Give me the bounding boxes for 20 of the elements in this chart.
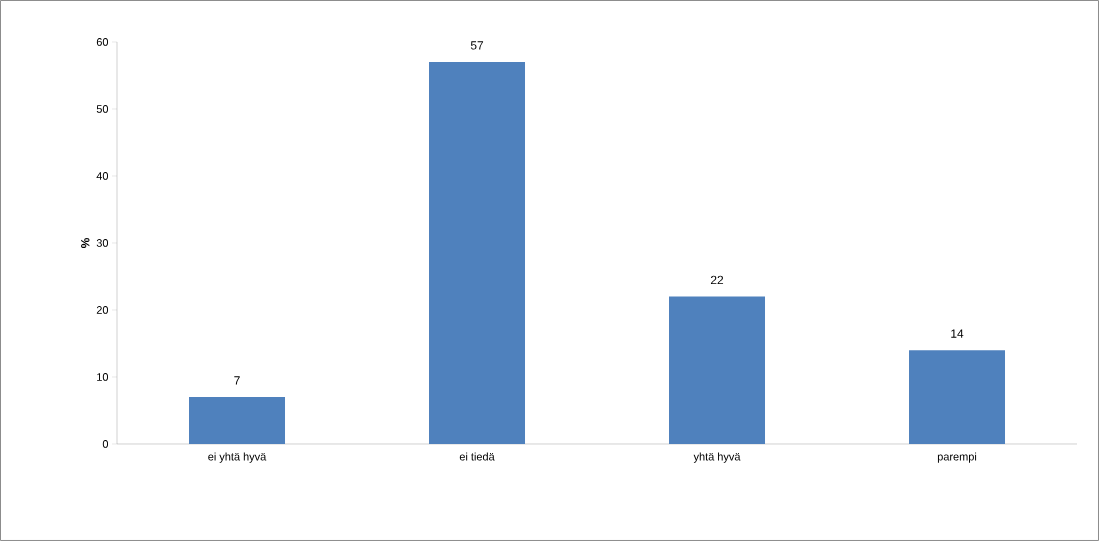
x-tick-label: parempi xyxy=(937,452,977,463)
data-label: 22 xyxy=(710,275,724,285)
y-axis-title: % xyxy=(81,237,90,249)
data-label: 14 xyxy=(951,329,964,338)
y-tick-label: 10 xyxy=(97,373,109,381)
x-tick-label: ei yhtä hyvä xyxy=(208,452,267,463)
y-tick-label: 60 xyxy=(96,38,109,46)
y-tick-label: 30 xyxy=(96,239,109,247)
bar xyxy=(189,397,286,444)
bar xyxy=(429,62,526,444)
x-tick-label: yhtä hyvä xyxy=(693,452,741,463)
data-label: 7 xyxy=(234,376,240,385)
y-tick-label: 0 xyxy=(102,440,109,448)
bar xyxy=(909,350,1006,444)
y-tick-label: 50 xyxy=(96,105,109,113)
data-label: 57 xyxy=(470,41,484,50)
x-tick-label: ei tiedä xyxy=(459,452,495,461)
y-tick-label: 20 xyxy=(96,306,109,314)
bar xyxy=(669,296,766,444)
y-tick-label: 40 xyxy=(96,172,109,180)
